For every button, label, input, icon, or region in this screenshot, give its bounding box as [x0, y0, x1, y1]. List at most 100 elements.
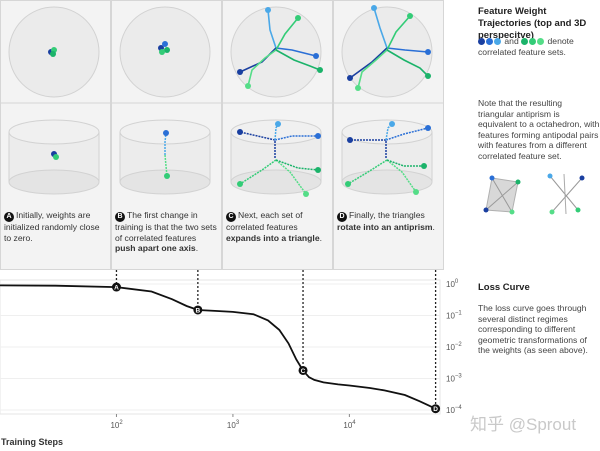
legend-text: correlated feature sets. — [478, 46, 566, 57]
trajectory — [275, 49, 321, 71]
trajectory — [239, 159, 277, 185]
caption-end: . — [432, 222, 435, 232]
feature-point — [265, 7, 271, 13]
green-dot-icon — [529, 38, 537, 45]
feature-point — [371, 5, 377, 11]
top-view-sphere — [230, 6, 322, 98]
y-tick-label: 10−1 — [446, 311, 462, 321]
feature-point — [315, 167, 321, 173]
annotation-label: B — [196, 307, 201, 314]
trajectory — [386, 15, 411, 51]
blue-dot-icon — [486, 38, 493, 45]
marker-c-badge: C — [226, 212, 236, 222]
annotation-marker-d — [431, 404, 441, 414]
top-view-sphere — [341, 6, 433, 98]
feature-point — [163, 130, 169, 136]
caption-text: The first change in training is that the… — [115, 210, 217, 243]
caption-bold: rotate into an antiprism — [337, 222, 433, 232]
feature-point — [237, 69, 243, 75]
x-tick-label: 104 — [343, 420, 356, 430]
trajectory — [349, 47, 388, 79]
side-note: Note that the resulting triangular antip… — [478, 98, 600, 161]
panel-a-caption: A Initially, weights are initialized rand… — [4, 210, 106, 243]
trajectory — [275, 47, 317, 57]
marker-a-badge: A — [4, 212, 14, 222]
trajectory — [275, 159, 319, 171]
trajectory — [274, 135, 318, 141]
trajectory — [164, 154, 168, 177]
loss-text: The loss curve goes through several dist… — [478, 303, 588, 355]
trajectory — [373, 7, 388, 49]
green-dot-icon — [537, 38, 545, 45]
legend-denote: denote — [547, 36, 574, 46]
loss-chart: 100 10−1 10−2 10−3 10−4 102 103 104 Training Ste… — [0, 270, 462, 447]
trajectory — [267, 9, 277, 49]
caption-bold: expands into a triangle — [226, 232, 320, 243]
feature-point — [425, 73, 431, 79]
trajectory — [357, 49, 388, 89]
blue-dot-icon — [494, 38, 501, 45]
trajectory-illustrations — [0, 5, 444, 197]
loss-line — [0, 284, 436, 410]
feature-point — [53, 154, 59, 160]
y-tick-label: 100 — [446, 279, 459, 289]
feature-point — [425, 49, 431, 55]
cylinder-view — [230, 119, 322, 195]
x-axis-label: Training Steps — [1, 437, 63, 447]
feature-point — [162, 41, 168, 47]
feature-point — [164, 173, 170, 179]
feature-point — [237, 181, 243, 187]
caption-end: . — [195, 243, 199, 253]
caption-end: . — [319, 232, 322, 243]
x-tick-label: 102 — [110, 420, 123, 430]
y-tick-label: 10−2 — [446, 342, 462, 352]
marker-b-badge: B — [115, 212, 125, 222]
panel-d-caption: D Finally, the triangles rotate into an a… — [337, 210, 439, 233]
side-legend: and denote correlated feature sets. — [478, 36, 598, 57]
caption-text: Next, each set of correlated features — [226, 210, 303, 232]
feature-point — [347, 137, 353, 143]
trajectory — [347, 159, 388, 185]
feature-point — [50, 51, 56, 57]
loss-title: Loss Curve — [478, 282, 530, 293]
feature-point — [295, 15, 301, 21]
feature-point — [303, 191, 309, 197]
caption-bold: push apart one axis — [115, 243, 196, 253]
green-dot-icon — [521, 38, 529, 45]
feature-point — [164, 47, 170, 53]
feature-point — [317, 67, 323, 73]
annotation-label: C — [301, 368, 306, 375]
marker-d-badge: D — [337, 212, 347, 222]
annotation-marker-c — [298, 365, 308, 375]
trajectory — [247, 49, 277, 87]
annotation-marker-b — [193, 305, 203, 315]
feature-point — [355, 85, 361, 91]
caption-text: Initially, weights are initialized rando… — [4, 210, 100, 243]
feature-point — [245, 83, 251, 89]
annotation-label: A — [114, 285, 119, 292]
blue-dot-icon — [478, 38, 485, 45]
trajectory — [164, 132, 167, 155]
trajectory — [386, 49, 429, 77]
trajectory — [275, 159, 307, 195]
feature-point — [389, 121, 395, 127]
feature-point — [345, 181, 351, 187]
feature-point — [275, 121, 281, 127]
trajectory — [275, 17, 299, 51]
feature-point — [413, 189, 419, 195]
annotation-marker-a — [111, 282, 121, 292]
watermark: 知乎 @Sprout — [470, 415, 577, 434]
legend-and: and — [504, 36, 519, 46]
feature-point — [313, 53, 319, 59]
y-tick-label: 10−4 — [446, 405, 462, 415]
trajectory — [386, 159, 424, 167]
side-title: Feature Weight Trajectories (top and 3D … — [478, 6, 587, 41]
feature-point — [421, 163, 427, 169]
feature-point — [347, 75, 353, 81]
feature-point — [315, 133, 321, 139]
annotation-label: D — [433, 406, 438, 413]
trajectory — [386, 47, 429, 53]
panel-c-caption: C Next, each set of correlated features e… — [226, 210, 328, 243]
octahedron-diagrams — [483, 173, 585, 215]
y-tick-label: 10−3 — [446, 374, 462, 384]
